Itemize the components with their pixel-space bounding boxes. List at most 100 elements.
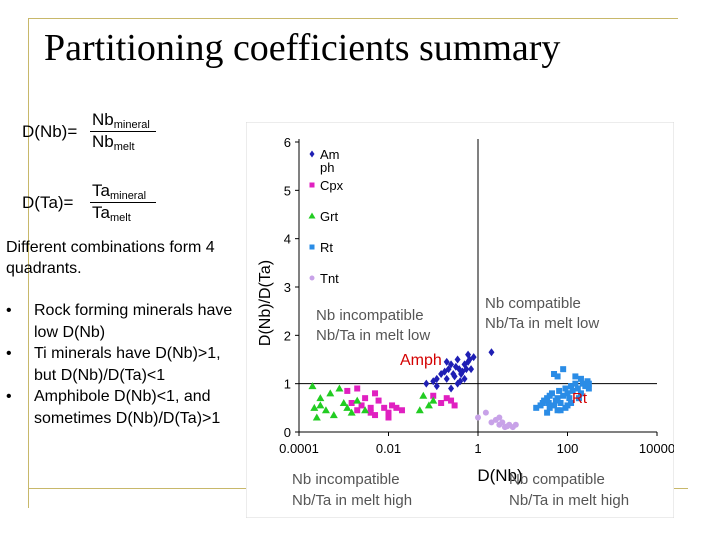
data-point-am-ph (443, 357, 450, 366)
y-tick-label: 2 (284, 328, 291, 343)
d-ta-label: D(Ta)= (22, 193, 74, 212)
legend-label: Grt (320, 209, 338, 224)
data-point-cpx (358, 402, 365, 409)
data-point-cpx (443, 395, 450, 402)
data-point-am-ph (454, 355, 461, 364)
data-point-rt (568, 383, 575, 390)
d-nb-fraction-bar (90, 131, 156, 132)
data-point-rt (545, 400, 552, 406)
data-point-am-ph (465, 350, 472, 359)
data-point-cpx (362, 395, 369, 402)
x-tick-label: 0.01 (376, 441, 401, 456)
legend-marker (309, 150, 315, 158)
data-point-tnt (496, 414, 503, 421)
y-tick-label: 5 (284, 183, 291, 198)
data-point-am-ph (448, 384, 455, 393)
data-point-rt (560, 366, 567, 373)
data-point-cpx (451, 402, 458, 409)
x-tick-label: 0.0001 (279, 441, 319, 456)
data-point-am-ph (470, 353, 477, 362)
legend-label: ph (320, 160, 334, 175)
data-point-cpx (348, 400, 355, 406)
data-point-grt (429, 396, 438, 404)
legend-label: Am (320, 147, 340, 162)
d-nb-denominator-main: Nb (92, 132, 114, 151)
d-nb-numerator-main: Nb (92, 110, 114, 129)
data-point-rt (577, 390, 584, 397)
data-point-rt (533, 404, 540, 411)
y-tick-label: 6 (284, 135, 291, 150)
data-point-am-ph (451, 372, 458, 381)
data-point-grt (312, 413, 321, 421)
annotation-q-lower-right: Nb/Ta in melt high (509, 492, 629, 509)
data-point-rt (554, 395, 561, 402)
data-point-rt (564, 390, 571, 397)
data-point-grt (415, 406, 424, 414)
data-point-rt (554, 373, 561, 380)
d-nb-numerator-sub: mineral (113, 119, 150, 131)
data-point-cpx (398, 407, 405, 414)
data-point-rt (577, 375, 584, 382)
legend-marker (308, 212, 316, 219)
y-tick-label: 3 (284, 280, 291, 295)
legend-marker (309, 275, 315, 281)
x-tick-label: 1 (474, 441, 481, 456)
data-point-grt (424, 401, 433, 409)
d-ta-numerator-sub: mineral (109, 190, 147, 202)
data-point-cpx (367, 409, 374, 416)
data-point-rt (575, 395, 582, 402)
legend-label: Cpx (320, 178, 344, 193)
data-point-cpx (367, 404, 374, 411)
data-point-grt (329, 411, 338, 419)
d-ta-denominator-sub: melt (109, 212, 131, 224)
intro-text: Different combinations form 4 quadrants. (6, 239, 215, 277)
data-point-rt (546, 404, 553, 411)
data-point-grt (353, 396, 362, 404)
data-point-rt (585, 385, 592, 392)
annotation-q-lower-left: Nb incompatible (292, 471, 400, 488)
data-point-rt (585, 380, 592, 387)
data-point-rt (572, 380, 579, 387)
data-point-am-ph (454, 379, 461, 388)
data-point-cpx (430, 392, 437, 399)
data-point-grt (335, 384, 344, 392)
data-point-am-ph (443, 374, 450, 383)
data-point-am-ph (488, 348, 495, 357)
data-point-grt (316, 401, 325, 409)
data-point-rt (569, 387, 576, 394)
annotation-label-rt: Rt (572, 390, 588, 407)
data-point-grt (321, 406, 330, 414)
data-point-grt (347, 408, 356, 416)
data-point-am-ph (461, 374, 468, 383)
d-ta-numerator-main: Ta (92, 181, 110, 200)
slide-title: Partitioning coefficients summary (44, 27, 561, 69)
data-point-tnt (482, 409, 489, 416)
legend-marker (309, 182, 315, 188)
data-point-cpx (385, 409, 392, 416)
d-ta-denominator: Tamelt (92, 203, 131, 224)
data-point-cpx (344, 387, 351, 394)
data-point-rt (551, 402, 558, 409)
data-point-rt (557, 400, 564, 406)
data-point-am-ph (433, 382, 440, 391)
d-ta-denominator-main: Ta (92, 203, 110, 222)
data-point-cpx (389, 402, 396, 409)
annotation-label-amph: Amph (400, 352, 442, 369)
data-point-am-ph (468, 365, 475, 374)
data-point-am-ph (456, 365, 463, 374)
data-point-rt (562, 404, 569, 411)
data-point-rt (566, 395, 573, 402)
data-point-cpx (372, 412, 379, 419)
data-point-rt (551, 371, 558, 377)
chart-background (246, 122, 674, 518)
data-point-cpx (438, 400, 445, 406)
data-point-tnt (512, 421, 519, 428)
annotation-q-upper-left: Nb incompatible (316, 307, 424, 324)
slide-frame-top-line (28, 18, 678, 19)
d-nb-numerator: Nbmineral (92, 110, 150, 131)
data-point-cpx (448, 397, 455, 404)
chart-container: 0 1 2 3 4 5 6 0.0001 0.01 1 100 10000 D(Nb) D(Nb)/D(T… (246, 122, 674, 518)
annotation-q-lower-left: Nb/Ta in melt high (292, 492, 412, 509)
annotation-q-upper-right: Nb compatible (485, 295, 581, 312)
data-point-am-ph (448, 360, 455, 369)
